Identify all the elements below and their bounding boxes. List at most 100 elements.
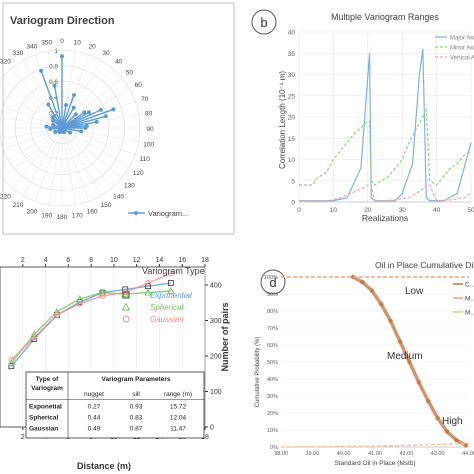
angle-label: 80 [145,111,153,118]
y-tick-label: 20 [288,115,296,122]
parameter-table: Type of Variogram Variogram Parameters nugg… [25,371,205,439]
data-point-triangle [167,287,175,294]
angle-spoke [0,127,63,165]
y-axis-label: Correlation Length (10⁻¹ m) [278,71,287,169]
angle-label: 320 [0,59,11,66]
data-point [46,102,51,107]
data-point-triangle [7,359,16,366]
data-point [64,102,69,107]
y-tick-label: 80% [267,309,278,315]
table-header: Type of [36,376,59,383]
badge-circle [260,269,286,295]
data-point [435,415,440,421]
data-point [51,122,56,127]
table-cell-value: 0.49 [88,426,101,433]
y2-tick-label: 200 [210,354,222,361]
data-point-circle [145,280,152,286]
y-tick-label: 60% [267,343,278,349]
angle-label: 190 [41,213,52,220]
panel-variogram-ranges: Multiple Variogram Ranges b Correlation … [237,0,474,237]
y-tick-label: 10% [267,428,278,434]
angle-spoke [61,127,113,188]
angle-label: 120 [133,170,144,177]
data-point [379,302,384,307]
legend-title: Variogram Type [142,266,205,276]
y2-tick-label: 0 [210,425,214,432]
data-point [388,319,393,324]
data-point-circle [167,270,174,277]
y-tick-label: 25 [288,93,296,100]
x-tick-label: 30 [399,207,407,214]
data-point [50,115,55,120]
data-point [360,279,365,285]
y-tick-label: 90% [267,292,278,298]
legend-marker-triangle [121,302,131,311]
x-tick-label: 38.00 [274,451,288,457]
radar-chart: Variogram Direction 00.20.40.60.81350010… [0,2,235,235]
angle-spoke [2,127,63,179]
legend-label: Spherical [150,303,184,312]
legend-label: Vertical Axis... [450,56,474,62]
x-axis-label: Distance (m) [77,461,131,471]
chart-border [2,2,235,235]
reference-line [280,442,470,448]
table-frame [25,371,205,439]
angle-spoke [61,127,102,196]
x-axis-label: Realizations [362,213,408,223]
data-point [53,129,58,134]
angle-spoke [48,127,63,205]
table-cell-value: 0.27 [88,404,101,411]
x-tick-label: 39.00 [305,451,319,457]
y-tick-label: 15 [288,136,296,143]
y-tick-label: 30 [288,72,296,79]
series-spoke [47,104,63,129]
y-tick-label: 20% [267,411,278,417]
angle-spoke [61,77,122,129]
panel-variogram-fits: 2468101214161824681012141618010020030040… [0,237,237,474]
angle-spoke [61,68,113,129]
table-cell-value: 0.93 [130,404,143,411]
x-top-tick-label: 16 [178,257,186,264]
table-cell-value: 0.87 [130,426,143,433]
x-tick-label: 40 [433,207,441,214]
angle-spoke [61,127,122,179]
x-bottom-tick-label: 2 [21,434,25,441]
legend-marker [134,211,138,215]
x-top-tick-label: 8 [89,257,93,264]
angle-label: 150 [101,202,112,209]
data-point-triangle [144,288,152,296]
angle-spoke [0,105,63,129]
table-cell-value: 15.72 [170,404,187,411]
y-tick-label: 100% [264,275,278,281]
angle-label: 60 [135,82,143,89]
y-tick-label: 30% [267,394,278,400]
x-top-tick-label: 12 [133,257,141,264]
table-cell-value: 11.47 [170,426,186,433]
badge-circle [251,9,277,35]
legend: Variogram... [128,209,188,218]
series-line [299,48,472,202]
annotation-medium: Medium [387,351,423,362]
data-point-circle [31,334,38,341]
legend-label: M... [465,310,474,317]
table-cell-type: Exponetial [29,404,62,411]
table-header: Variogram Parameters [101,376,170,383]
y-tick-label: 0 [291,200,295,207]
y-tick-label: 40% [267,377,278,383]
y2-tick-label: 300 [210,318,222,325]
x-top-tick-label: 4 [44,257,48,264]
series-spoke [53,85,63,129]
panel-oil-in-place: Oil in Place Cumulative Distributi... d … [237,237,474,474]
line-chart-ranges: Multiple Variogram Ranges b Correlation … [251,9,474,223]
series-line [299,108,472,186]
data-point [426,398,431,404]
x-tick-label: 20 [364,207,372,214]
data-point [397,339,403,344]
x-tick-label: 50 [467,207,474,214]
angle-label: 330 [13,50,24,57]
series-spoke [61,127,82,133]
data-point [87,110,92,115]
angle-label: 200 [26,209,37,216]
series-spoke [61,94,75,129]
data-point [52,83,57,88]
